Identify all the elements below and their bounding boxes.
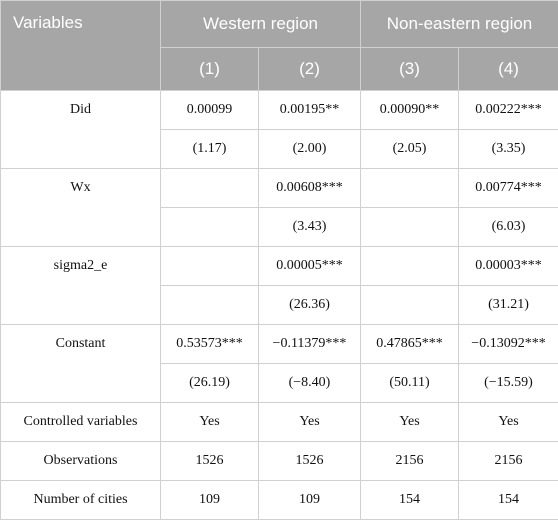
value-cell: Yes — [458, 402, 558, 442]
coef-row: Wx 0.00608*** 0.00774*** — [0, 168, 558, 247]
t-cell: (31.21) — [458, 285, 558, 325]
row-label: Constant — [0, 324, 161, 403]
row-label: Controlled variables — [0, 402, 161, 442]
coef-cell: 0.00003*** — [458, 246, 558, 286]
coef-cell: 0.00005*** — [258, 246, 361, 286]
t-cell: (2.00) — [258, 129, 361, 169]
t-row: (26.19) (−8.40) (50.11) (−15.59) — [1, 363, 558, 403]
t-cell: (2.05) — [360, 129, 459, 169]
coef-cell: 0.00099 — [160, 90, 259, 130]
group-header: Western region — [160, 0, 361, 48]
summary-row: Observations 1526 1526 2156 2156 — [0, 441, 558, 481]
column-header: (2) — [258, 47, 361, 91]
value-cell: 109 — [160, 480, 259, 520]
value-cell: 2156 — [458, 441, 558, 481]
t-cell — [360, 207, 459, 247]
table-header: Variables Western region Non-eastern reg… — [0, 0, 558, 91]
column-header: (1) — [160, 47, 259, 91]
t-cell — [360, 285, 459, 325]
t-row: (26.36) (31.21) — [1, 285, 558, 325]
summary-row: Controlled variables Yes Yes Yes Yes — [0, 402, 558, 442]
row-label: Did — [0, 90, 161, 169]
t-cell: (3.35) — [458, 129, 558, 169]
coef-cell: 0.00222*** — [458, 90, 558, 130]
header-row: Variables Western region Non-eastern reg… — [0, 0, 558, 91]
value-cell: 154 — [458, 480, 558, 520]
row-label: sigma2_e — [0, 246, 161, 325]
coef-cell — [160, 168, 259, 208]
t-cell — [160, 285, 259, 325]
coef-cell: 0.00774*** — [458, 168, 558, 208]
t-cell: (−15.59) — [458, 363, 558, 403]
coef-cell — [360, 168, 459, 208]
coef-row: Constant 0.53573*** −0.11379*** 0.47865*** −… — [0, 324, 558, 403]
table-body: Did 0.00099 0.00195** 0.00090** 0.00222*** (1… — [0, 90, 558, 520]
header-row: (1) (2) (3) (4) — [1, 47, 558, 91]
header-cell: Variables — [0, 0, 161, 91]
value-cell: 2156 — [360, 441, 459, 481]
row-label: Observations — [0, 441, 161, 481]
value-cell: 1526 — [160, 441, 259, 481]
t-cell: (26.19) — [160, 363, 259, 403]
coef-cell — [360, 246, 459, 286]
coef-cell: 0.00608*** — [258, 168, 361, 208]
t-cell: (3.43) — [258, 207, 361, 247]
column-header: (3) — [360, 47, 459, 91]
value-cell: Yes — [360, 402, 459, 442]
t-cell: (6.03) — [458, 207, 558, 247]
value-cell: 109 — [258, 480, 361, 520]
coef-row: sigma2_e 0.00005*** 0.00003*** — [0, 246, 558, 325]
coef-cell: 0.47865*** — [360, 324, 459, 364]
coef-cell: 0.53573*** — [160, 324, 259, 364]
t-cell: (−8.40) — [258, 363, 361, 403]
column-header: (4) — [458, 47, 558, 91]
coef-cell — [160, 246, 259, 286]
coef-cell: −0.13092*** — [458, 324, 558, 364]
coef-row: Did 0.00099 0.00195** 0.00090** 0.00222*** — [0, 90, 558, 169]
value-cell: Yes — [160, 402, 259, 442]
value-cell: 154 — [360, 480, 459, 520]
row-label: Number of cities — [0, 480, 161, 520]
t-cell: (26.36) — [258, 285, 361, 325]
coef-cell: 0.00195** — [258, 90, 361, 130]
t-cell: (1.17) — [160, 129, 259, 169]
t-cell — [160, 207, 259, 247]
value-cell: Yes — [258, 402, 361, 442]
row-label: Wx — [0, 168, 161, 247]
summary-row: Number of cities 109 109 154 154 — [0, 480, 558, 520]
group-header: Non-eastern region — [360, 0, 558, 48]
coef-cell: −0.11379*** — [258, 324, 361, 364]
value-cell: 1526 — [258, 441, 361, 481]
t-row: (3.43) (6.03) — [1, 207, 558, 247]
t-row: (1.17) (2.00) (2.05) (3.35) — [1, 129, 558, 169]
t-cell: (50.11) — [360, 363, 459, 403]
coef-cell: 0.00090** — [360, 90, 459, 130]
